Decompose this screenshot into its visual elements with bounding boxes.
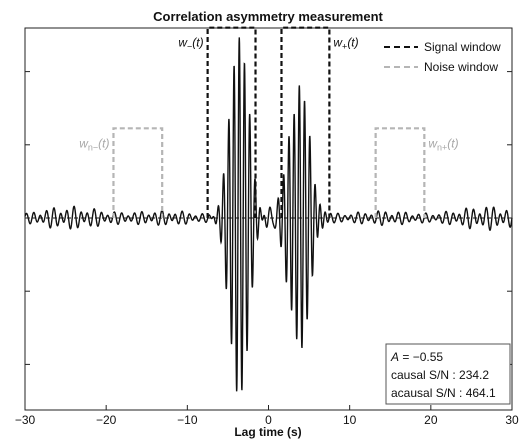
asymmetry-info-box: A = −0.55 causal S/N : 234.2 acausal S/N… (386, 344, 510, 404)
x-tick-label: 20 (424, 413, 438, 427)
acausal-snr: acausal S/N : 464.1 (391, 386, 496, 400)
window-label: wn−(t) (79, 136, 109, 152)
correlation-waveform (25, 37, 512, 391)
legend-noise-label: Noise window (424, 60, 498, 74)
x-tick-label: −20 (96, 413, 117, 427)
window-label: w−(t) (178, 36, 203, 52)
x-tick-label: −30 (15, 413, 36, 427)
window-box (376, 128, 425, 218)
waveform-layer (25, 37, 512, 391)
legend: Signal window Noise window (384, 40, 501, 74)
causal-snr: causal S/N : 234.2 (391, 368, 489, 382)
asymmetry-value: A = −0.55 (390, 350, 443, 364)
window-label: wn+(t) (428, 136, 458, 152)
window-box (113, 128, 162, 218)
window-label: w+(t) (333, 36, 358, 52)
x-tick-label: 30 (505, 413, 519, 427)
x-tick-label: 10 (343, 413, 357, 427)
legend-signal-label: Signal window (424, 40, 501, 54)
x-tick-label: −10 (177, 413, 198, 427)
windows-layer: w−(t) w+(t) wn−(t) wn+(t) (79, 28, 458, 218)
x-axis-label: Lag time (s) (234, 425, 301, 439)
chart-title: Correlation asymmetry measurement (153, 9, 383, 24)
